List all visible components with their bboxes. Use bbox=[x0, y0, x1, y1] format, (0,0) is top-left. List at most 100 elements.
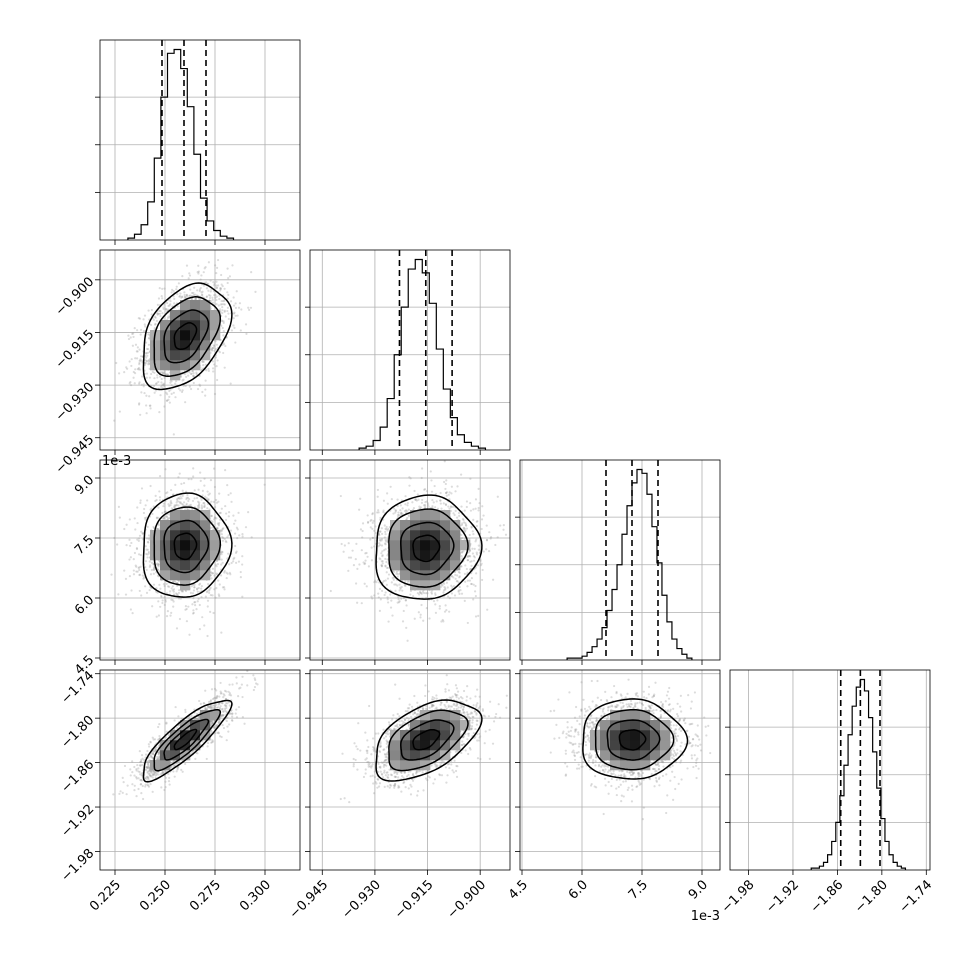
scatter-point bbox=[460, 555, 463, 558]
scatter-point bbox=[123, 371, 126, 374]
scatter-point bbox=[181, 590, 185, 593]
scatter-point bbox=[414, 498, 417, 501]
scatter-point bbox=[142, 329, 146, 333]
scatter-point bbox=[162, 516, 166, 519]
scatter-point bbox=[450, 506, 453, 509]
scatter-point bbox=[223, 310, 226, 313]
scatter-point bbox=[382, 549, 386, 552]
scatter-point bbox=[197, 297, 201, 300]
scatter-point bbox=[150, 452, 152, 454]
scatter-point bbox=[240, 308, 243, 311]
scatter-point bbox=[146, 540, 150, 544]
scatter-point bbox=[438, 605, 441, 608]
scatter-point bbox=[404, 509, 408, 512]
scatter-point bbox=[377, 533, 381, 536]
scatter-point bbox=[390, 599, 393, 602]
scatter-point bbox=[343, 544, 346, 547]
scatter-point bbox=[250, 536, 253, 539]
scatter-point bbox=[159, 587, 162, 590]
scatter-point bbox=[221, 550, 224, 553]
scatter-point bbox=[236, 528, 239, 531]
scatter-point bbox=[204, 495, 207, 498]
scatter-point bbox=[398, 583, 401, 586]
scatter-point bbox=[206, 605, 209, 608]
scatter-point bbox=[184, 384, 187, 388]
scatter-point bbox=[227, 515, 230, 518]
scatter-point bbox=[397, 511, 400, 514]
density-bin bbox=[210, 540, 221, 551]
scatter-point bbox=[172, 590, 175, 593]
scatter-point bbox=[156, 528, 159, 531]
scatter-point bbox=[234, 341, 237, 344]
scatter-point bbox=[127, 334, 130, 337]
scatter-point bbox=[491, 578, 495, 581]
scatter-point bbox=[188, 371, 191, 374]
scatter-point bbox=[386, 529, 389, 532]
scatter-point bbox=[188, 633, 191, 636]
scatter-point bbox=[221, 309, 224, 312]
scatter-point bbox=[191, 499, 195, 503]
scatter-point bbox=[147, 333, 150, 336]
scatter-point bbox=[235, 550, 238, 553]
scatter-point bbox=[211, 346, 214, 350]
scatter-point bbox=[172, 588, 176, 591]
scatter-point bbox=[201, 616, 204, 619]
scatter-point bbox=[244, 323, 248, 326]
scatter-point bbox=[170, 598, 173, 601]
scatter-point bbox=[466, 555, 469, 558]
scatter-point bbox=[466, 579, 469, 582]
scatter-point bbox=[118, 516, 121, 519]
scatter-point bbox=[189, 288, 192, 291]
scatter-point bbox=[156, 376, 159, 379]
scatter-point bbox=[431, 499, 434, 502]
scatter-point bbox=[401, 589, 404, 592]
scatter-point bbox=[155, 319, 158, 322]
scatter-point bbox=[159, 385, 163, 388]
scatter-point bbox=[198, 288, 202, 291]
scatter-point bbox=[366, 521, 370, 524]
histogram-panel bbox=[520, 460, 720, 660]
scatter-point bbox=[239, 329, 242, 332]
scatter-point bbox=[138, 402, 141, 405]
scatter-point bbox=[214, 506, 217, 509]
panel-frame bbox=[729, 669, 931, 871]
scatter-point bbox=[151, 370, 154, 373]
scatter-point bbox=[139, 413, 142, 416]
scatter-point bbox=[358, 563, 361, 566]
scatter-point bbox=[216, 359, 219, 362]
panel-content bbox=[100, 250, 300, 454]
scatter-point bbox=[206, 507, 209, 510]
scatter-point bbox=[160, 371, 164, 374]
scatter-point bbox=[137, 539, 140, 542]
scatter-point bbox=[379, 530, 382, 533]
scatter-point bbox=[223, 571, 226, 574]
scatter-point bbox=[453, 594, 457, 597]
scatter-point bbox=[171, 598, 174, 602]
scatter-point bbox=[145, 372, 149, 375]
scatter-point bbox=[147, 343, 151, 346]
scatter-point bbox=[228, 275, 232, 278]
scatter-point bbox=[199, 298, 202, 301]
scatter-point bbox=[205, 295, 209, 298]
scatter-point bbox=[145, 394, 148, 397]
scatter-point bbox=[138, 534, 142, 537]
scatter-point bbox=[202, 271, 205, 274]
scatter-point bbox=[192, 293, 196, 297]
contour-line bbox=[173, 322, 198, 350]
scatter-point bbox=[222, 303, 225, 306]
scatter-point bbox=[232, 557, 235, 561]
scatter-point bbox=[170, 380, 173, 383]
scatter-point bbox=[454, 573, 457, 577]
scatter-point bbox=[412, 594, 415, 598]
scatter-point bbox=[400, 511, 403, 514]
scatter-point bbox=[441, 584, 444, 587]
scatter-point bbox=[204, 281, 208, 284]
scatter-point bbox=[472, 508, 475, 511]
scatter-point bbox=[161, 601, 164, 605]
scatter-point bbox=[397, 513, 401, 517]
scatter-point bbox=[158, 563, 161, 566]
scatter-point bbox=[213, 588, 216, 591]
scatter-point bbox=[113, 419, 116, 422]
scatter-point bbox=[152, 505, 155, 508]
scatter-point bbox=[149, 407, 152, 410]
